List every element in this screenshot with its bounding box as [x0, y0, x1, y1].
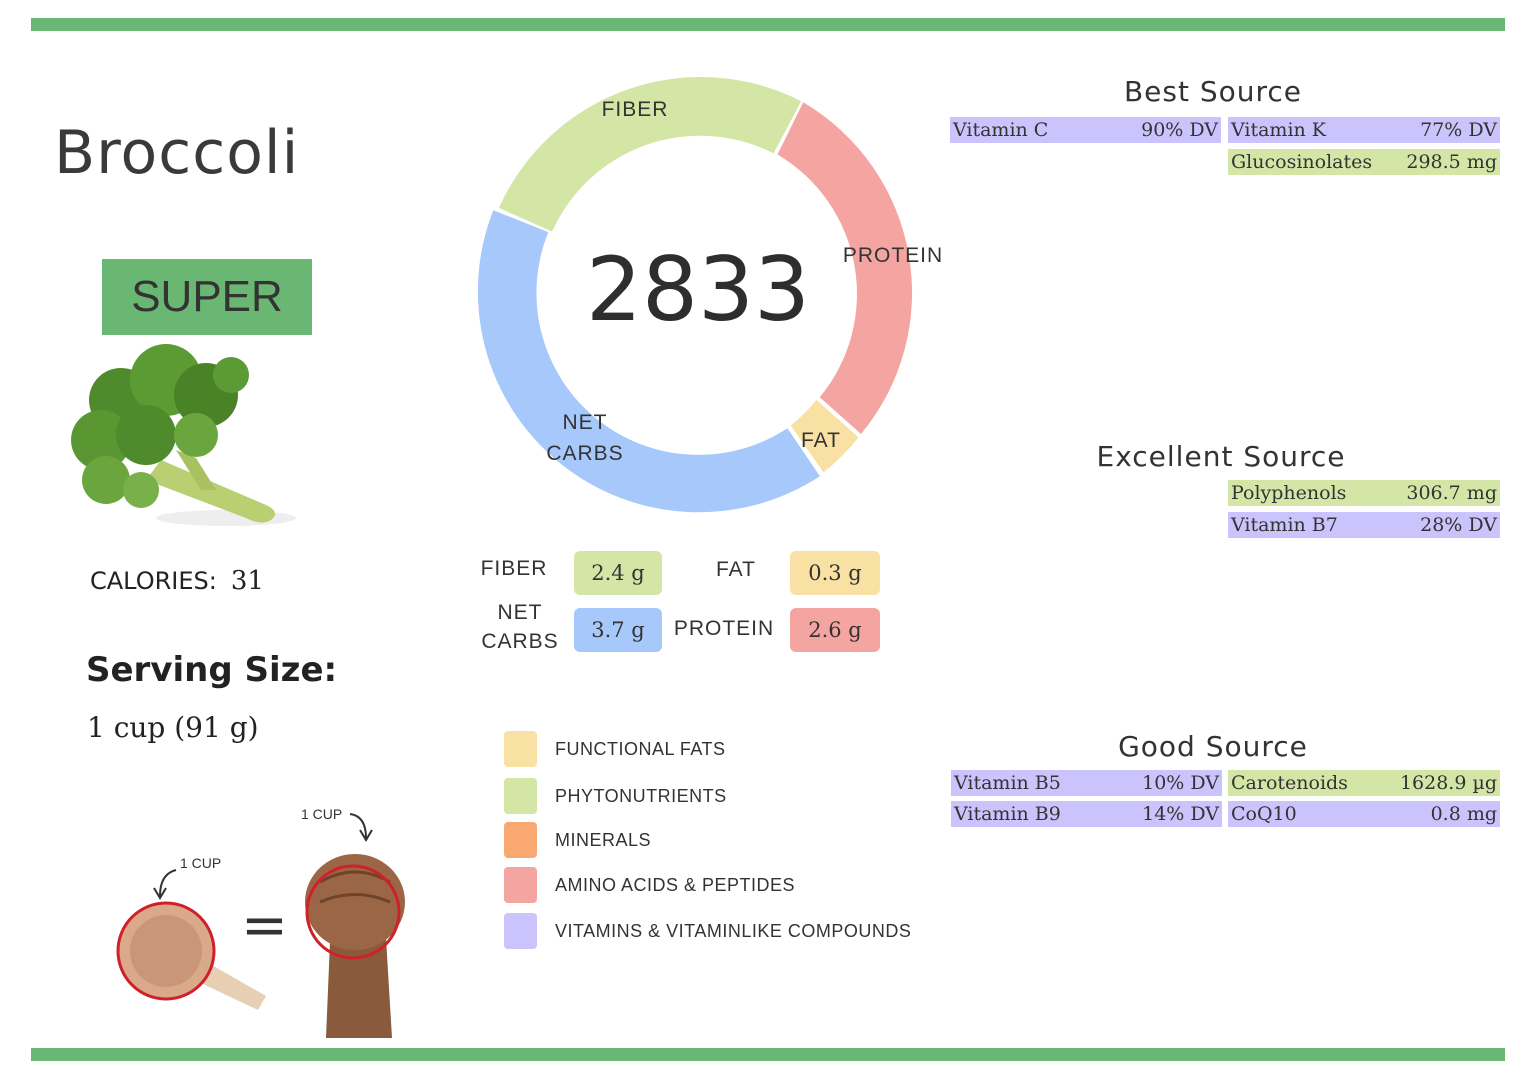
macro-label-fat: FAT [716, 558, 756, 581]
macro-label-net-carbs: NET CARBS [474, 598, 566, 656]
legend-item: AMINO ACIDS & PEPTIDES [504, 867, 795, 903]
legend-label: AMINO ACIDS & PEPTIDES [555, 874, 796, 895]
nutrient-name: Vitamin B5 [954, 772, 1061, 794]
nutrient-name: Polyphenols [1231, 482, 1347, 504]
cup-label: 1 CUP [180, 855, 222, 871]
top-border [31, 18, 1505, 31]
nutrient-name: Vitamin C [953, 119, 1049, 141]
nutrient-name: CoQ10 [1231, 803, 1297, 825]
nutrient-row: Vitamin B9 14% DV [951, 801, 1222, 827]
equals-sign: = [241, 893, 288, 958]
legend-label: MINERALS [555, 829, 652, 850]
nutrient-row: Vitamin C 90% DV [950, 117, 1221, 143]
donut-label-carbs: CARBS [546, 442, 624, 465]
macro-label-fiber: FIBER [480, 557, 548, 580]
calories: CALORIES: 31 [90, 566, 264, 596]
legend-item: VITAMINS & VITAMINLIKE COMPOUNDS [504, 913, 911, 949]
donut-label-net-carbs: NET CARBS [540, 407, 630, 469]
macro-value-fat: 0.3 g [790, 551, 880, 595]
legend-swatch [504, 731, 537, 767]
bottom-border [31, 1048, 1505, 1061]
serving-size-value: 1 cup (91 g) [87, 711, 259, 744]
legend-swatch [504, 913, 537, 949]
donut-label-protein: PROTEIN [842, 244, 944, 267]
macro-label-carbs: CARBS [481, 630, 559, 653]
nutrient-name: Carotenoids [1231, 772, 1348, 794]
macro-value-net-carbs: 3.7 g [574, 608, 662, 652]
nutrient-name: Vitamin K [1231, 119, 1326, 141]
nutrient-row: Glucosinolates 298.5 mg [1228, 149, 1500, 175]
donut-label-fat: FAT [801, 429, 841, 452]
nutrient-value: 10% DV [1142, 772, 1219, 794]
legend-label: VITAMINS & VITAMINLIKE COMPOUNDS [555, 920, 912, 941]
nutrient-name: Glucosinolates [1231, 151, 1373, 173]
nutrient-row: Vitamin B7 28% DV [1228, 512, 1500, 538]
legend-item: PHYTONUTRIENTS [504, 778, 727, 814]
legend-item: FUNCTIONAL FATS [504, 731, 726, 767]
nutrient-value: 28% DV [1420, 514, 1497, 536]
rating-label: SUPER [131, 272, 283, 321]
donut-segment-fiber [498, 77, 802, 232]
legend-label: FUNCTIONAL FATS [555, 738, 726, 759]
calories-value: 31 [230, 566, 264, 596]
legend-swatch [504, 867, 537, 903]
nutrient-row: Vitamin B5 10% DV [951, 770, 1222, 796]
nutrient-value: 14% DV [1142, 803, 1219, 825]
nutrient-value: 1628.9 µg [1399, 772, 1497, 794]
best-source-title: Best Source [1123, 75, 1303, 108]
donut-label-net: NET [562, 411, 608, 434]
excellent-source-title: Excellent Source [1096, 440, 1346, 473]
legend-swatch [504, 822, 537, 858]
food-title: Broccoli [54, 118, 300, 188]
donut-segment-net-carbs [477, 210, 820, 513]
cup-arrow-icon [153, 869, 177, 900]
donut-segment-fat [790, 399, 859, 473]
fist-arrow-icon [349, 813, 373, 842]
macro-label-net: NET [497, 601, 543, 624]
broccoli-image [71, 344, 296, 526]
serving-size-label: Serving Size: [86, 650, 338, 690]
nutrient-row: Carotenoids 1628.9 µg [1228, 770, 1500, 796]
measuring-cup-icon [116, 901, 266, 1010]
macro-label-protein: PROTEIN [673, 617, 775, 640]
nutrient-value: 77% DV [1420, 119, 1497, 141]
nutrient-name: Vitamin B9 [954, 803, 1061, 825]
legend-swatch [504, 778, 537, 814]
good-source-title: Good Source [1118, 730, 1308, 763]
macro-donut-chart [477, 77, 913, 513]
nutrient-row: Polyphenols 306.7 mg [1228, 480, 1500, 506]
nutrient-value: 306.7 mg [1406, 482, 1497, 504]
fist-label: 1 CUP [301, 806, 343, 822]
nutrient-score: 2833 [586, 238, 810, 341]
macro-value-protein: 2.6 g [790, 608, 880, 652]
nutrient-row: Vitamin K 77% DV [1228, 117, 1500, 143]
legend-item: MINERALS [504, 822, 651, 858]
nutrient-value: 0.8 mg [1430, 803, 1497, 825]
rating-badge: SUPER [102, 259, 312, 335]
calories-label: CALORIES: [90, 567, 217, 595]
nutrient-name: Vitamin B7 [1231, 514, 1338, 536]
nutrient-value: 298.5 mg [1406, 151, 1497, 173]
nutrient-row: CoQ10 0.8 mg [1228, 801, 1500, 827]
legend-label: PHYTONUTRIENTS [555, 785, 727, 806]
nutrient-value: 90% DV [1141, 119, 1218, 141]
macro-value-fiber: 2.4 g [574, 551, 662, 595]
fist-icon [305, 854, 405, 1038]
donut-segment-protein [777, 102, 913, 435]
donut-label-fiber: FIBER [601, 98, 669, 121]
